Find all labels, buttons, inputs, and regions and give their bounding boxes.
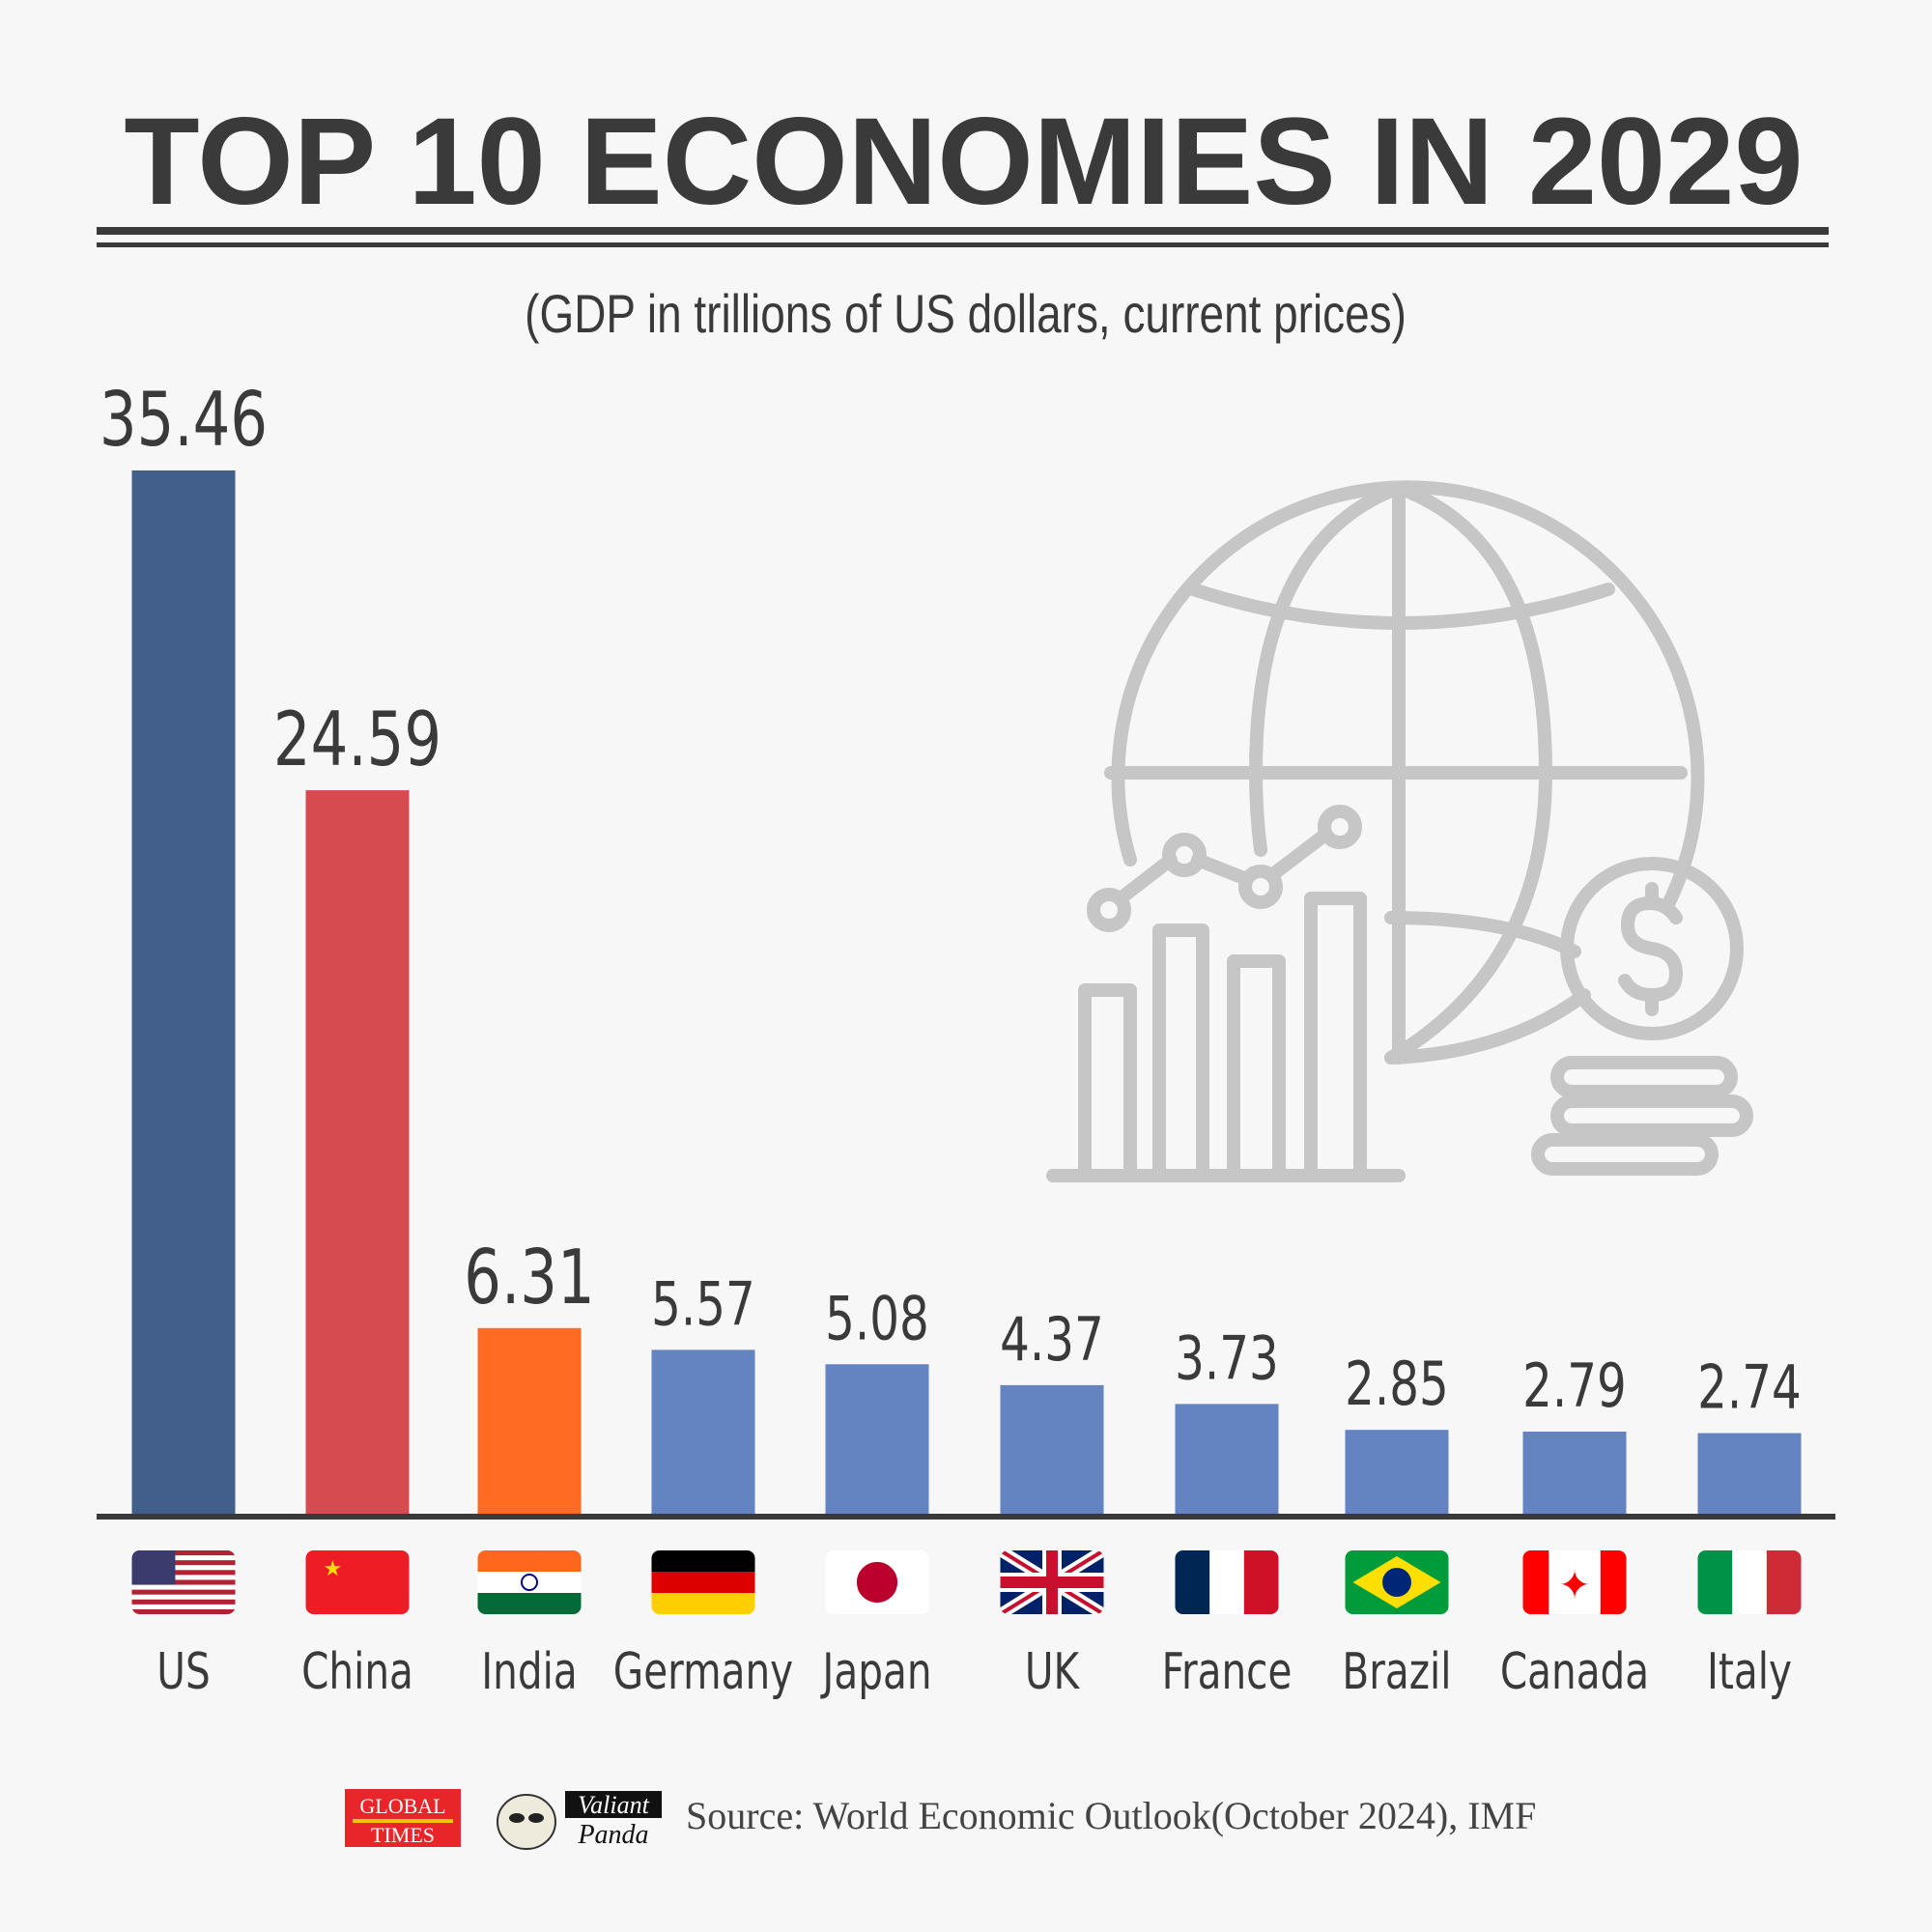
value-label-germany: 5.57 — [651, 1269, 755, 1339]
value-label-italy: 2.74 — [1697, 1353, 1802, 1423]
france-flag-icon — [1175, 1550, 1279, 1614]
category-label-italy: Italy — [1707, 1642, 1792, 1700]
bar-china — [305, 790, 410, 1514]
category-label-india: India — [481, 1642, 578, 1700]
valiant-panda-logo: Valiant Panda — [497, 1791, 662, 1850]
category-label-france: France — [1162, 1642, 1293, 1700]
bar-japan — [825, 1364, 929, 1514]
india-flag-icon — [477, 1550, 582, 1614]
svg-text:Panda: Panda — [577, 1820, 648, 1850]
brazil-flag-icon — [1345, 1550, 1449, 1614]
globe-growth-chart-dollar-icon — [1046, 480, 1753, 1182]
source-note: Source: World Economic Outlook(October 2… — [686, 1794, 1537, 1837]
bar-italy — [1697, 1433, 1802, 1514]
bar-india — [477, 1327, 582, 1514]
category-label-china: China — [301, 1642, 413, 1700]
value-label-us: 35.46 — [99, 377, 268, 464]
svg-text:Valiant: Valiant — [578, 1791, 649, 1819]
category-label-canada: Canada — [1500, 1642, 1649, 1700]
value-label-india: 6.31 — [464, 1234, 594, 1321]
japan-flag-icon — [825, 1550, 929, 1614]
title-rule-top — [97, 227, 1829, 235]
bar-us — [131, 470, 236, 1514]
category-label-us: US — [156, 1642, 210, 1700]
x-axis-baseline — [97, 1514, 1835, 1520]
svg-text:★: ★ — [324, 1556, 343, 1580]
bar-brazil — [1345, 1430, 1449, 1514]
bar-uk — [1000, 1384, 1104, 1514]
category-label-japan: Japan — [820, 1642, 932, 1700]
value-label-france: 3.73 — [1175, 1324, 1279, 1394]
value-label-brazil: 2.85 — [1345, 1350, 1449, 1419]
svg-text:✦: ✦ — [1558, 1565, 1591, 1607]
chart-subtitle: (GDP in trillions of US dollars, current… — [525, 283, 1407, 344]
value-label-canada: 2.79 — [1522, 1351, 1627, 1421]
chart-title: TOP 10 ECONOMIES IN 2029 — [124, 93, 1804, 231]
uk-flag-icon — [1000, 1550, 1104, 1614]
us-flag-icon — [131, 1550, 236, 1614]
bar-germany — [651, 1350, 755, 1514]
category-label-uk: UK — [1025, 1642, 1081, 1700]
category-label-brazil: Brazil — [1342, 1642, 1451, 1700]
canada-flag-icon: ✦ — [1522, 1550, 1627, 1614]
value-label-japan: 5.08 — [825, 1284, 929, 1353]
italy-flag-icon — [1697, 1550, 1802, 1614]
china-flag-icon: ★ — [305, 1550, 410, 1614]
footer: GLOBAL TIMES Valiant Panda Source: World … — [0, 1789, 1932, 1857]
global-times-logo: GLOBAL TIMES — [345, 1789, 461, 1847]
title-rule-bottom — [97, 242, 1829, 247]
value-label-uk: 4.37 — [1000, 1305, 1104, 1375]
category-label-germany: Germany — [613, 1642, 793, 1700]
value-label-china: 24.59 — [273, 696, 441, 783]
bar-canada — [1522, 1432, 1627, 1514]
bar-france — [1175, 1404, 1279, 1514]
germany-flag-icon — [651, 1550, 755, 1614]
